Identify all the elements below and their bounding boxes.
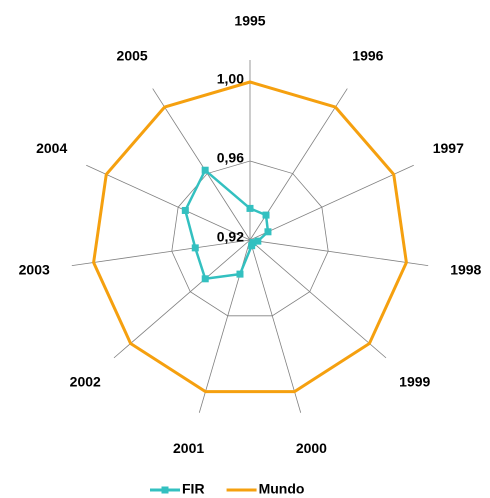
category-label: 1998 [450,262,481,278]
spoke [249,239,302,413]
spoke [249,164,414,241]
marker [201,166,209,174]
spoke [249,239,387,359]
y-tick-label: 0,92 [217,229,244,245]
marker [246,204,254,212]
category-label: 2003 [19,262,50,278]
category-label: 2004 [36,140,67,156]
marker [181,206,189,214]
category-label: 1996 [352,47,383,63]
spoke [71,239,251,267]
spoke [152,88,251,241]
grid-ring [171,160,329,317]
marker [262,211,270,219]
legend-marker [161,486,169,494]
y-tick-label: 1,00 [217,71,244,87]
marker [201,275,209,283]
spoke [113,239,251,359]
y-tick-label: 0,96 [217,150,244,166]
marker [264,228,272,236]
marker [254,237,262,245]
marker [236,270,244,278]
legend-item: FIR [150,481,205,497]
category-label: 2005 [117,47,148,63]
category-label: 2001 [173,440,204,456]
category-label: 1995 [234,13,265,29]
legend-label: Mundo [259,481,305,497]
marker [248,242,256,250]
category-label: 2002 [70,373,101,389]
category-label: 1997 [433,140,464,156]
series-line [92,80,408,394]
category-label: 1999 [399,373,430,389]
series-line [183,168,270,281]
category-label: 2000 [296,440,327,456]
legend-item: Mundo [226,481,305,497]
spoke [86,164,251,241]
spoke [249,239,429,267]
legend-label: FIR [182,481,205,497]
marker [191,244,199,252]
